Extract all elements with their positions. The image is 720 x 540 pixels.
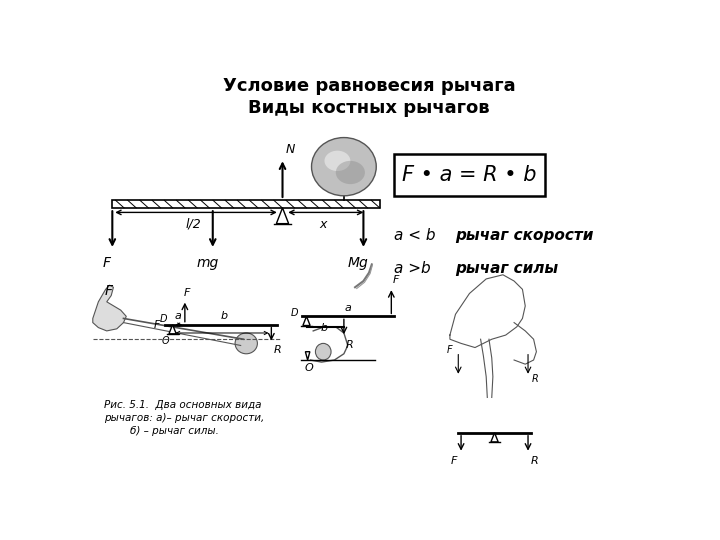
- Text: R: R: [531, 456, 539, 467]
- Polygon shape: [305, 352, 310, 360]
- Polygon shape: [491, 433, 498, 442]
- Text: F: F: [393, 275, 400, 285]
- Polygon shape: [276, 208, 289, 224]
- Text: рычаг силы: рычаг силы: [456, 261, 559, 276]
- Text: Условие равновесия рычага
Виды костных рычагов: Условие равновесия рычага Виды костных р…: [222, 77, 516, 118]
- Text: N: N: [285, 143, 294, 156]
- Text: Рис. 5.1.  Два основных вида
рычагов: а)– рычаг скорости,
        б) – рычаг сил: Рис. 5.1. Два основных вида рычагов: а)–…: [104, 400, 264, 436]
- Polygon shape: [93, 285, 126, 331]
- Ellipse shape: [336, 161, 365, 184]
- Text: D: D: [291, 308, 298, 318]
- Bar: [394, 154, 545, 196]
- Text: F: F: [104, 285, 112, 299]
- Text: Mg: Mg: [348, 256, 368, 270]
- Polygon shape: [169, 325, 176, 334]
- Text: b: b: [321, 323, 328, 333]
- Ellipse shape: [315, 343, 331, 360]
- Text: a: a: [344, 303, 351, 313]
- Text: mg: mg: [196, 256, 218, 270]
- Text: b: b: [220, 310, 228, 321]
- Ellipse shape: [312, 138, 377, 196]
- Text: a < b: a < b: [394, 228, 436, 243]
- Text: рычаг скорости: рычаг скорости: [456, 228, 594, 243]
- Text: F: F: [447, 345, 453, 355]
- Text: l/2: l/2: [185, 218, 201, 231]
- Text: F: F: [184, 288, 190, 298]
- Text: F: F: [451, 456, 458, 467]
- Text: a: a: [174, 310, 181, 321]
- Text: a >b: a >b: [394, 261, 431, 276]
- Text: F: F: [103, 256, 111, 270]
- Text: R: R: [346, 340, 354, 350]
- Text: F • a = R • b: F • a = R • b: [402, 165, 536, 185]
- Ellipse shape: [325, 151, 351, 171]
- Text: R: R: [274, 346, 282, 355]
- Ellipse shape: [235, 333, 258, 354]
- Polygon shape: [303, 316, 310, 326]
- Text: R: R: [532, 374, 539, 384]
- Text: F: F: [153, 320, 160, 330]
- Text: O: O: [162, 336, 170, 346]
- Bar: [112, 200, 380, 208]
- Text: O: O: [305, 363, 313, 373]
- Text: D: D: [160, 314, 167, 324]
- Text: x: x: [320, 218, 327, 231]
